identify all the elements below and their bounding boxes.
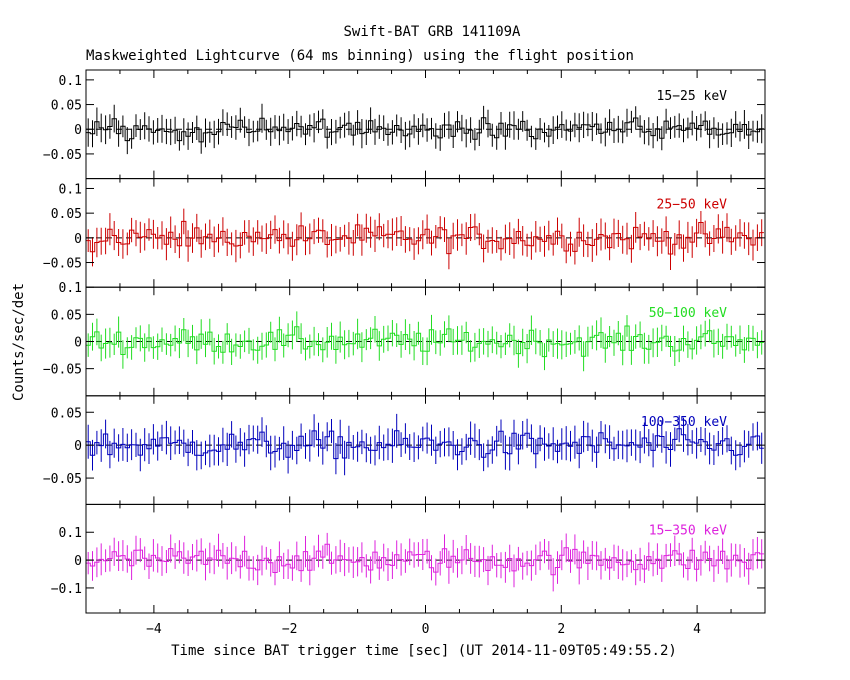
y-tick-label: 0.05 bbox=[51, 308, 82, 323]
y-tick-label: 0 bbox=[74, 232, 82, 247]
y-tick-label: 0.1 bbox=[59, 281, 82, 296]
y-tick-label: −0.05 bbox=[43, 363, 82, 378]
band-label: 15−25 keV bbox=[657, 89, 728, 104]
y-tick-label: −0.05 bbox=[43, 148, 82, 163]
y-tick-label: −0.1 bbox=[51, 582, 82, 597]
series-step-line bbox=[86, 220, 764, 255]
panel-plot-area bbox=[86, 532, 765, 592]
panel-15-350-keV: −0.1 0 0.1 15−350 keV bbox=[51, 503, 766, 614]
y-tick-label: 0.05 bbox=[51, 207, 82, 222]
panels-group: −0.05 0 0.05 0.1 15−25 keV −0.05 0 0.05 0.1 25−50… bbox=[43, 69, 766, 637]
x-tick-label: −2 bbox=[282, 622, 298, 637]
panel-plot-area bbox=[86, 103, 765, 155]
panel-plot-area bbox=[86, 413, 765, 476]
y-tick-label: 0.1 bbox=[59, 182, 82, 197]
y-tick-label: 0.1 bbox=[59, 526, 82, 541]
panel-plot-area bbox=[86, 208, 765, 270]
series-step-line bbox=[86, 117, 764, 143]
y-tick-label: 0 bbox=[74, 554, 82, 569]
series-step-line bbox=[86, 543, 764, 576]
band-label: 25−50 keV bbox=[657, 198, 728, 213]
y-tick-label: 0.05 bbox=[51, 406, 82, 421]
x-tick-label: −4 bbox=[146, 622, 162, 637]
y-tick-label: −0.05 bbox=[43, 257, 82, 272]
band-label: 50−100 keV bbox=[649, 306, 727, 321]
x-tick-label: 2 bbox=[557, 622, 565, 637]
y-tick-label: −0.05 bbox=[43, 472, 82, 487]
band-label: 15−350 keV bbox=[649, 523, 727, 538]
y-tick-label: 0 bbox=[74, 439, 82, 454]
y-tick-label: 0 bbox=[74, 123, 82, 138]
y-axis-label: Counts/sec/det bbox=[11, 283, 27, 401]
series-step-line bbox=[86, 428, 764, 460]
chart-subtitle: Maskweighted Lightcurve (64 ms binning) … bbox=[86, 48, 634, 64]
band-label: 100−350 keV bbox=[641, 415, 727, 430]
chart-title: Swift-BAT GRB 141109A bbox=[343, 24, 521, 40]
y-tick-label: 0 bbox=[74, 336, 82, 351]
panel-plot-area bbox=[86, 311, 765, 372]
x-axis-label: Time since BAT trigger time [sec] (UT 20… bbox=[171, 643, 677, 659]
series-step-line bbox=[86, 325, 764, 358]
y-tick-label: 0.1 bbox=[59, 74, 82, 89]
panel-50-100-keV: −0.05 0 0.05 0.1 50−100 keV bbox=[43, 281, 766, 397]
panel-25-50-keV: −0.05 0 0.05 0.1 25−50 keV bbox=[43, 178, 766, 288]
y-tick-label: 0.05 bbox=[51, 99, 82, 114]
panel-15-25-keV: −0.05 0 0.05 0.1 15−25 keV bbox=[43, 69, 766, 180]
x-tick-label: 0 bbox=[422, 622, 430, 637]
panel-100-350-keV: −0.05 0 0.05 100−350 keV bbox=[43, 395, 766, 505]
x-tick-label: 4 bbox=[693, 622, 701, 637]
